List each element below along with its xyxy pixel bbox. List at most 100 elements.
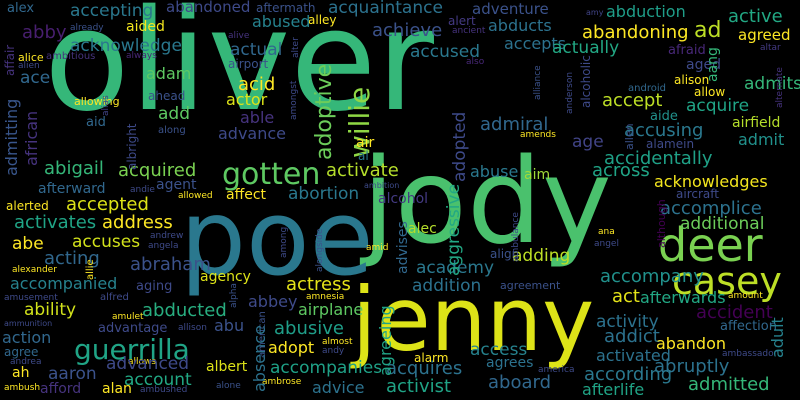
- word-alter: alter: [291, 37, 301, 58]
- word-aged: aged: [686, 57, 721, 73]
- word-alpha: alpha: [229, 283, 239, 308]
- word-alcohol: alcohol: [378, 191, 429, 207]
- word-allows: allows: [128, 357, 157, 367]
- word-agreeing: agreeing: [376, 305, 395, 376]
- word-admitting: admitting: [2, 98, 21, 176]
- word-amid: amid: [366, 243, 389, 253]
- word-allow: allow: [694, 85, 726, 99]
- word-agrees: agrees: [486, 355, 534, 371]
- word-abused: abused: [252, 12, 311, 31]
- word-ana: ana: [598, 227, 615, 237]
- word-afterwards: afterwards: [640, 288, 726, 307]
- word-aftermath: aftermath: [256, 1, 316, 15]
- word-acquires: acquires: [386, 358, 463, 379]
- word-accompanied: accompanied: [10, 274, 118, 293]
- word-ambition: ambition: [364, 181, 400, 190]
- word-adoptive: adoptive: [312, 63, 337, 160]
- word-amusement: amusement: [4, 293, 58, 303]
- word-among: among: [279, 226, 289, 258]
- word-aircraft: aircraft: [676, 187, 719, 201]
- word-jenny: jenny: [352, 268, 595, 371]
- word-ambulance: ambulance: [511, 212, 521, 262]
- word-alongside: alongside: [315, 228, 325, 272]
- word-alcoholic: alcoholic: [579, 55, 593, 108]
- word-afterlife: afterlife: [582, 380, 645, 399]
- word-advantage: advantage: [98, 321, 168, 336]
- word-allowing: allowing: [74, 95, 120, 108]
- word-aim: aim: [524, 167, 551, 183]
- word-activates: activates: [14, 212, 97, 233]
- word-adam: adam: [146, 64, 192, 83]
- word-albright: albright: [125, 123, 139, 171]
- word-aang: aang: [705, 47, 721, 82]
- word-activity: activity: [596, 312, 659, 332]
- word-active: active: [728, 6, 783, 27]
- word-abbey: abbey: [248, 292, 298, 311]
- word-actually: actually: [552, 38, 620, 58]
- word-abandoning: abandoning: [582, 22, 689, 43]
- word-african: african: [22, 110, 41, 166]
- word-absence: absence: [250, 325, 269, 392]
- word-alexander: alexander: [12, 265, 57, 275]
- word-acknowledge: acknowledge: [70, 36, 182, 56]
- word-agreed: agreed: [738, 26, 791, 44]
- word-ambushed: ambushed: [140, 385, 188, 395]
- word-ace: ace: [20, 68, 51, 88]
- word-al: al: [358, 149, 369, 163]
- word-actress: actress: [286, 274, 351, 295]
- word-alone: alone: [216, 381, 241, 391]
- word-access: access: [470, 340, 528, 360]
- word-adopted: adopted: [450, 111, 470, 182]
- word-accepts: accepts: [504, 34, 567, 53]
- word-alley: alley: [308, 13, 337, 27]
- word-ambrose: ambrose: [262, 377, 302, 387]
- word-poe: poe: [180, 177, 374, 299]
- word-amount: amount: [728, 291, 763, 301]
- word-aid: aid: [86, 115, 106, 130]
- word-albert: albert: [206, 359, 248, 375]
- word-aggressive: aggressive: [444, 183, 464, 276]
- word-accompany: accompany: [600, 266, 704, 287]
- word-alerted: alerted: [6, 199, 49, 213]
- word-altar: altar: [760, 43, 781, 53]
- word-airplane: airplane: [298, 300, 364, 319]
- word-aaron: aaron: [48, 364, 97, 384]
- word-acting: acting: [44, 248, 100, 269]
- word-amy: amy: [586, 8, 604, 17]
- word-acquired: acquired: [118, 160, 197, 181]
- word-accepting: accepting: [70, 1, 154, 21]
- word-able: able: [240, 108, 275, 127]
- word-abortion: abortion: [288, 184, 360, 204]
- word-align: align: [490, 247, 520, 261]
- word-ability: ability: [24, 300, 77, 320]
- word-abandon: abandon: [656, 334, 726, 353]
- word-actor: actor: [226, 90, 268, 109]
- word-alex: alex: [7, 1, 35, 16]
- word-aide: aide: [650, 109, 678, 124]
- word-alert: alert: [448, 14, 476, 28]
- word-almost: almost: [322, 337, 353, 347]
- word-alec: alec: [408, 221, 437, 237]
- word-abducts: abducts: [488, 16, 552, 35]
- word-airport: airport: [228, 57, 269, 71]
- word-alarm: alarm: [414, 351, 449, 365]
- word-america: america: [538, 365, 575, 375]
- word-acquire: acquire: [686, 96, 750, 116]
- word-already: already: [70, 23, 104, 33]
- word-activate: activate: [326, 160, 399, 181]
- word-add: add: [158, 104, 190, 124]
- word-abuse: abuse: [470, 162, 519, 181]
- word-admiral: admiral: [480, 114, 549, 135]
- word-adopt: adopt: [268, 338, 315, 357]
- word-abraham: abraham: [130, 254, 211, 275]
- word-accident: accident: [696, 302, 773, 323]
- word-alfred: alfred: [100, 292, 129, 303]
- word-activated: activated: [596, 346, 671, 365]
- word-alice: alice: [18, 51, 44, 64]
- word-allie: allie: [85, 259, 96, 280]
- word-ammunition: ammunition: [4, 319, 53, 328]
- word-alan: alan: [102, 381, 132, 397]
- word-afford: afford: [40, 381, 82, 397]
- word-deer: deer: [658, 218, 763, 272]
- word-anderson: anderson: [565, 71, 575, 114]
